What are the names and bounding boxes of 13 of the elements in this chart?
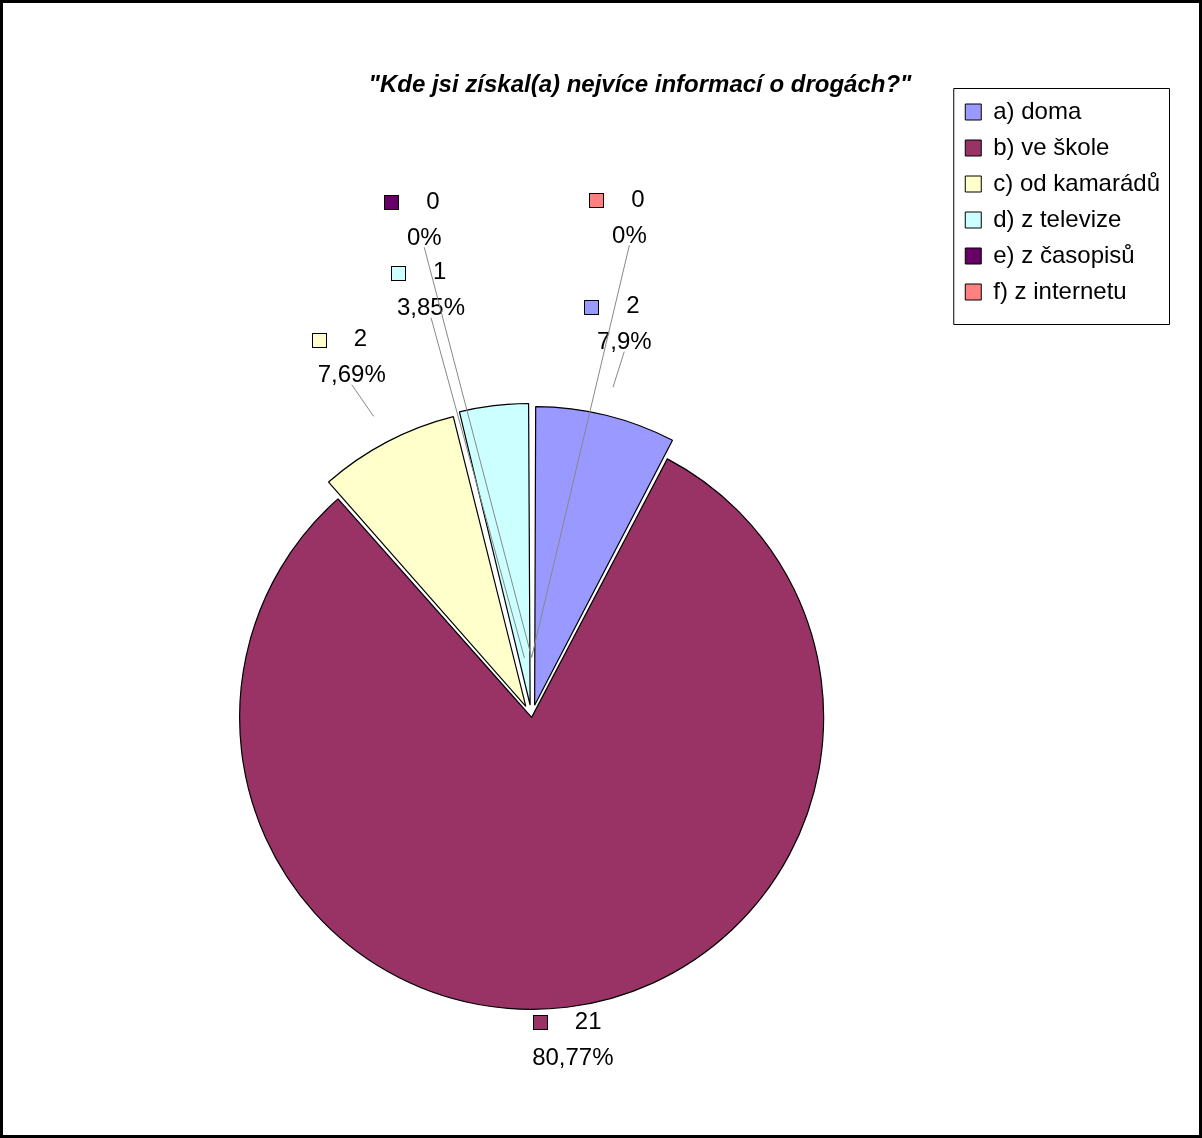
legend-label: b) ve škole bbox=[993, 132, 1110, 160]
data-label: 21 80,77% bbox=[532, 1006, 614, 1070]
legend-label: c) od kamarádů bbox=[993, 168, 1160, 196]
text: 0 0% bbox=[612, 184, 647, 248]
text: 0 0% bbox=[406, 186, 442, 250]
legend-label: f) z internetu bbox=[993, 276, 1127, 304]
data-label: 2 7,9% bbox=[596, 291, 652, 355]
legend-label: e) z časopisů bbox=[993, 240, 1135, 268]
legend-label: d) z televize bbox=[993, 204, 1122, 232]
chart-title: "Kde jsi získal(a) nejvíce informací o drogách?" bbox=[368, 70, 913, 98]
legend-label: a) doma bbox=[993, 96, 1082, 124]
data-label: 2 7,69% bbox=[317, 324, 386, 388]
data-label: 1 3,85% bbox=[396, 257, 466, 321]
